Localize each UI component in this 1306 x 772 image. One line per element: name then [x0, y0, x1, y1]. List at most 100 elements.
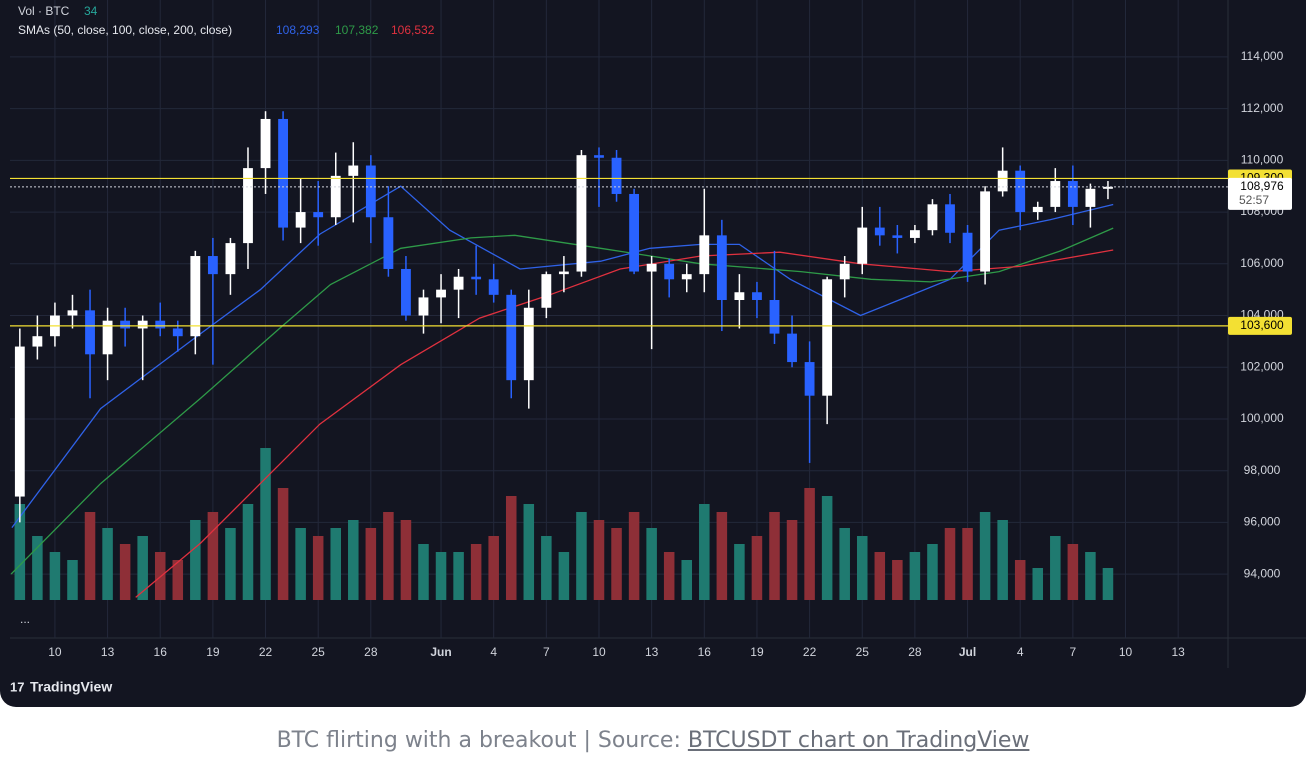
- volume-bar: [137, 536, 148, 600]
- candle-body: [541, 274, 552, 308]
- volume-bar: [418, 544, 429, 600]
- candle-body: [716, 235, 727, 300]
- candle-body: [207, 256, 218, 275]
- candle-body: [488, 279, 499, 295]
- candle-body: [102, 320, 113, 355]
- volume-bar: [330, 528, 342, 600]
- x-tick-label: 13: [101, 645, 115, 659]
- volume-bar: [1102, 568, 1114, 600]
- caption: BTC flirting with a breakout | Source: B…: [0, 728, 1306, 753]
- candle-body: [506, 294, 517, 381]
- candle-body: [769, 300, 780, 334]
- candle-body: [295, 212, 306, 228]
- vol-value: 34: [84, 4, 98, 18]
- candle-body: [576, 155, 587, 272]
- volume-bar: [242, 504, 254, 600]
- y-tick-label: 100,000: [1240, 411, 1284, 425]
- candle-body: [874, 227, 885, 236]
- volume-bar: [909, 552, 921, 600]
- caption-text: BTC flirting with a breakout | Source:: [276, 728, 688, 753]
- y-tick-label: 112,000: [1241, 101, 1284, 115]
- candle-body: [1103, 186, 1113, 189]
- volume-bar: [541, 536, 552, 600]
- candle-body: [892, 235, 903, 238]
- more-button[interactable]: ...: [20, 612, 30, 626]
- candle-body: [436, 289, 446, 298]
- volume-bar: [821, 496, 833, 600]
- volume-bar: [470, 544, 482, 600]
- candle-body: [348, 165, 359, 176]
- x-tick-label: Jul: [959, 645, 976, 659]
- candle-body: [752, 292, 762, 300]
- candle-body: [383, 217, 394, 269]
- volume-bar: [84, 512, 96, 600]
- candle-body: [313, 212, 324, 218]
- x-tick-label: 25: [856, 645, 870, 659]
- volume-bar: [856, 536, 868, 600]
- volume-bar: [786, 520, 798, 600]
- candle-body: [120, 320, 131, 329]
- x-tick-label: 4: [490, 645, 497, 659]
- candle-body: [1085, 188, 1096, 207]
- volume-bar: [558, 552, 570, 600]
- volume-bar: [67, 560, 78, 600]
- volume-bar: [348, 520, 359, 600]
- volume-bar: [260, 448, 271, 600]
- candle-body: [1015, 170, 1026, 213]
- volume-bar: [874, 552, 886, 600]
- volume-bar: [400, 520, 412, 600]
- volume-pane: [14, 448, 1114, 600]
- volume-bar: [190, 520, 201, 600]
- volume-bar: [927, 544, 938, 600]
- volume-bar: [734, 544, 745, 600]
- candle-body: [155, 320, 166, 329]
- candle-body: [611, 157, 622, 194]
- candle-body: [997, 170, 1008, 192]
- y-tick-label: 102,000: [1240, 359, 1284, 373]
- level-label: 103,600: [1240, 318, 1284, 332]
- volume-bar: [997, 520, 1008, 600]
- y-tick-label: 98,000: [1244, 463, 1281, 477]
- volume-bar: [681, 560, 693, 600]
- volume-bar: [892, 560, 903, 600]
- candle-body: [137, 320, 148, 329]
- candle-body: [822, 279, 833, 396]
- level-tag: [1228, 316, 1292, 335]
- x-tick-label: 22: [803, 645, 817, 659]
- volume-bar: [523, 504, 535, 600]
- sma-label: SMAs (50, close, 100, close, 200, close): [18, 23, 232, 37]
- volume-bar: [505, 496, 517, 600]
- x-tick-label: 28: [908, 645, 922, 659]
- volume-bar: [593, 520, 605, 600]
- candle-body: [962, 232, 973, 272]
- volume-bar: [1067, 544, 1079, 600]
- candle-body: [471, 276, 482, 280]
- x-tick-label: Jun: [430, 645, 451, 659]
- candle-body: [787, 333, 797, 363]
- sma-line: [10, 227, 1114, 575]
- x-tick-label: 19: [750, 645, 764, 659]
- x-tick-label: 19: [206, 645, 220, 659]
- volume-bar: [628, 512, 640, 600]
- candle-body: [453, 276, 464, 290]
- volume-bar: [119, 544, 131, 600]
- candle-body: [190, 256, 201, 337]
- x-tick-label: 13: [1171, 645, 1185, 659]
- x-tick-label: 28: [364, 645, 378, 659]
- last-price-tag: [1228, 177, 1292, 210]
- volume-bar: [154, 552, 166, 600]
- candle-body: [330, 175, 341, 218]
- x-tick-label: 16: [698, 645, 712, 659]
- y-tick-label: 94,000: [1244, 566, 1281, 580]
- volume-bar: [663, 552, 675, 600]
- y-tick-label: 114,000: [1241, 49, 1284, 63]
- candle-body: [1067, 181, 1078, 207]
- candle-body: [260, 118, 271, 169]
- volume-bar: [102, 528, 113, 600]
- source-link[interactable]: BTCUSDT chart on TradingView: [687, 728, 1030, 753]
- chart: 94,00096,00098,000100,000102,000104,0001…: [0, 0, 1306, 707]
- x-tick-label: 10: [592, 645, 606, 659]
- volume-bar: [488, 536, 499, 600]
- candle-body: [646, 263, 657, 272]
